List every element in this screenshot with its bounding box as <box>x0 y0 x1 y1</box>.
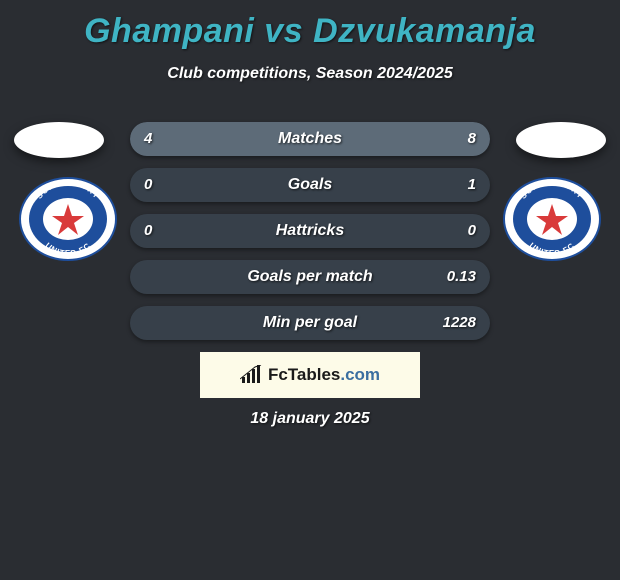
stat-value-right: 1 <box>468 168 476 202</box>
page-subtitle: Club competitions, Season 2024/2025 <box>0 65 620 83</box>
club-badge-right: SUPERSPORT UNITED FC <box>502 176 602 262</box>
brand-box: FcTables.com <box>200 352 420 398</box>
stat-value-left: 0 <box>144 214 152 248</box>
club-badge-left: SUPERSPORT UNITED FC <box>18 176 118 262</box>
brand-text-main: FcTables <box>268 365 340 384</box>
stat-row: Matches4 8 <box>130 122 490 156</box>
brand-text: FcTables.com <box>268 365 380 385</box>
brand-text-suffix: .com <box>340 365 380 384</box>
player-ellipse-left <box>14 122 104 158</box>
stat-row: Min per goal1228 <box>130 306 490 340</box>
stat-row: Goals0 1 <box>130 168 490 202</box>
stat-label: Min per goal <box>130 306 490 340</box>
stat-value-right: 0 <box>468 214 476 248</box>
player-ellipse-right <box>516 122 606 158</box>
stat-value-right: 0.13 <box>447 260 476 294</box>
stat-value-left: 4 <box>144 122 152 156</box>
stat-label: Goals per match <box>130 260 490 294</box>
stat-label: Matches <box>130 122 490 156</box>
stat-value-right: 8 <box>468 122 476 156</box>
stat-value-left: 0 <box>144 168 152 202</box>
bar-chart-icon <box>240 365 262 385</box>
stat-row: Goals per match0.13 <box>130 260 490 294</box>
footer-date: 18 january 2025 <box>0 410 620 428</box>
stat-label: Goals <box>130 168 490 202</box>
page-title: Ghampani vs Dzvukamanja <box>0 0 620 51</box>
stat-row: Hattricks0 0 <box>130 214 490 248</box>
stat-label: Hattricks <box>130 214 490 248</box>
stat-value-right: 1228 <box>443 306 476 340</box>
stats-container: Matches48Goals01Hattricks00Goals per mat… <box>130 122 490 352</box>
